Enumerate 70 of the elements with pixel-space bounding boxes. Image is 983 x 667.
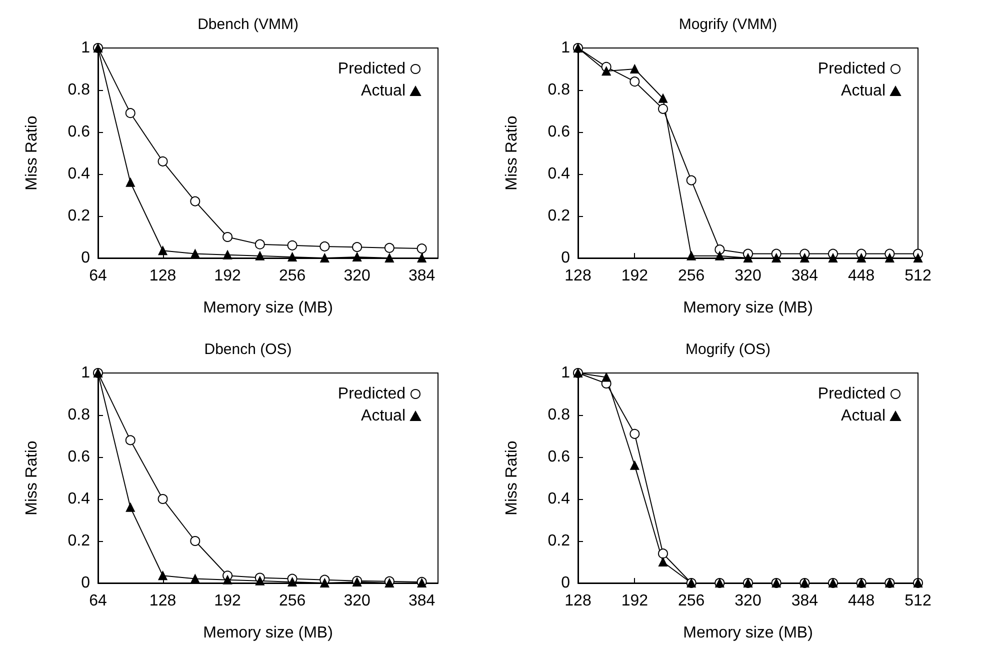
legend-label: Predicted <box>338 60 406 78</box>
x-axis-title: Memory size (MB) <box>683 624 813 642</box>
x-tick-label: 128 <box>564 592 592 610</box>
x-tick-label: 256 <box>278 592 306 610</box>
x-tick-label: 512 <box>904 592 932 610</box>
y-tick-label: 0.8 <box>68 82 90 98</box>
x-tick-label: 192 <box>621 268 648 284</box>
x-tick-label: 256 <box>678 592 705 610</box>
x-tick-label: 64 <box>89 592 107 610</box>
y-tick-label: 0.6 <box>548 124 570 140</box>
x-axis-title: Memory size (MB) <box>203 624 333 642</box>
legend-label: Predicted <box>818 386 886 402</box>
y-tick-label: 0.4 <box>68 490 90 508</box>
x-tick-label: 320 <box>344 268 370 284</box>
y-tick-label: 1 <box>561 40 570 56</box>
y-tick-label: 0.8 <box>68 406 90 424</box>
x-tick-label: 448 <box>848 592 875 610</box>
x-tick-label: 448 <box>848 268 875 284</box>
y-tick-label: 0 <box>81 574 90 592</box>
y-tick-label: 0 <box>561 574 570 592</box>
y-tick-label: 0.2 <box>68 208 90 224</box>
x-tick-label: 320 <box>734 592 762 610</box>
x-tick-label: 256 <box>278 268 306 284</box>
x-tick-label: 256 <box>678 268 705 284</box>
x-tick-label: 192 <box>214 268 241 284</box>
x-tick-label: 320 <box>734 268 762 284</box>
y-tick-label: 1 <box>561 364 570 382</box>
chart-title: Dbench (VMM) <box>198 16 298 33</box>
x-tick-label: 384 <box>408 268 436 284</box>
x-axis-title: Memory size (MB) <box>203 300 333 316</box>
y-axis-title: Miss Ratio <box>24 440 40 516</box>
chart-title: Mogrify (VMM) <box>678 16 778 33</box>
y-tick-label: 0.4 <box>68 166 90 182</box>
legend-label: Actual <box>361 82 406 100</box>
y-tick-label: 0.8 <box>548 406 570 424</box>
x-tick-label: 192 <box>214 592 241 610</box>
x-tick-label: 384 <box>791 268 818 284</box>
y-tick-label: 0.6 <box>68 448 90 466</box>
x-tick-label: 128 <box>564 268 592 284</box>
y-tick-label: 0.2 <box>68 532 90 550</box>
x-tick-label: 64 <box>89 268 107 284</box>
x-tick-label: 320 <box>344 592 370 610</box>
x-axis-title: Memory size (MB) <box>683 300 813 316</box>
y-tick-label: 1 <box>81 40 90 56</box>
legend-label: Actual <box>841 408 886 424</box>
chart-title: Mogrify (OS) <box>685 341 771 358</box>
y-tick-label: 0 <box>81 250 90 266</box>
chart-title: Dbench (OS) <box>204 341 292 358</box>
y-tick-label: 0.4 <box>548 490 570 508</box>
x-tick-label: 128 <box>149 268 176 284</box>
y-tick-label: 0.6 <box>68 124 90 140</box>
y-axis-title: Miss Ratio <box>24 116 40 190</box>
x-tick-label: 384 <box>408 592 436 610</box>
x-tick-label: 192 <box>621 592 648 610</box>
legend-label: Predicted <box>818 60 886 78</box>
x-tick-label: 512 <box>904 268 932 284</box>
legend-label: Predicted <box>338 386 406 402</box>
y-tick-label: 0.2 <box>548 208 570 224</box>
y-tick-label: 0.2 <box>548 532 570 550</box>
legend-label: Actual <box>841 82 886 100</box>
y-tick-label: 1 <box>81 364 90 382</box>
x-tick-label: 128 <box>149 592 176 610</box>
y-axis-title: Miss Ratio <box>504 116 520 190</box>
y-tick-label: 0.4 <box>548 166 570 182</box>
x-tick-label: 384 <box>791 592 818 610</box>
y-tick-label: 0 <box>561 250 570 266</box>
y-tick-label: 0.6 <box>548 448 570 466</box>
y-tick-label: 0.8 <box>548 82 570 98</box>
y-axis-title: Miss Ratio <box>504 440 520 516</box>
legend-label: Actual <box>361 408 406 424</box>
